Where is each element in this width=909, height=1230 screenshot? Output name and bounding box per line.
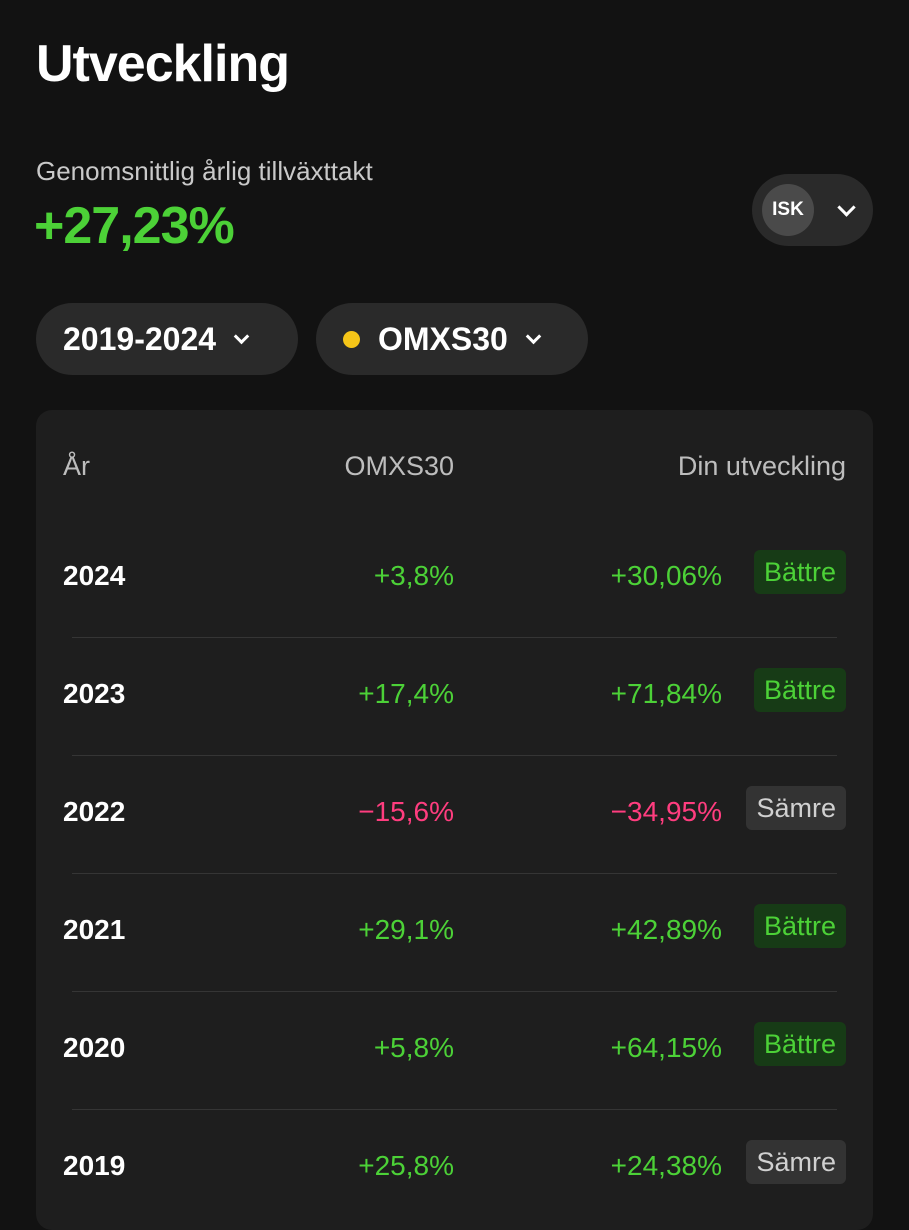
period-label: 2019-2024	[63, 321, 217, 357]
table-header: År OMXS30 Din utveckling	[36, 410, 873, 520]
cagr-value: +27,23%	[34, 197, 235, 255]
index-label: OMXS30	[378, 321, 508, 357]
row-year: 2022	[63, 796, 126, 827]
row-divider	[72, 637, 837, 638]
chevron-down-icon	[525, 328, 542, 344]
table-row[interactable]: 2022 −15,6% −34,95% Sämre	[36, 756, 873, 874]
row-index-return: +29,1%	[358, 914, 454, 945]
table-row[interactable]: 2024 +3,8% +30,06% Bättre	[36, 520, 873, 638]
comparison-badge: Sämre	[746, 786, 846, 830]
table-row[interactable]: 2023 +17,4% +71,84% Bättre	[36, 638, 873, 756]
row-index-return: +3,8%	[373, 560, 454, 591]
row-index-return: +17,4%	[358, 678, 454, 709]
row-index-return: +5,8%	[373, 1032, 454, 1063]
row-divider	[72, 873, 837, 874]
comparison-badge: Sämre	[746, 1140, 846, 1184]
comparison-badge: Bättre	[753, 1022, 846, 1066]
comparison-badge: Bättre	[753, 668, 846, 712]
comparison-badge: Bättre	[753, 550, 846, 594]
row-your-return: +42,89%	[610, 914, 722, 945]
table-row[interactable]: 2019 +25,8% +24,38% Sämre	[36, 1110, 873, 1228]
yearly-comparison-table: År OMXS30 Din utveckling 2024 +3,8% +30,…	[36, 410, 873, 1230]
row-year: 2020	[63, 1032, 126, 1063]
period-selector[interactable]: 2019-2024	[36, 303, 298, 375]
row-divider	[72, 755, 837, 756]
index-selector[interactable]: OMXS30	[316, 303, 588, 375]
row-year: 2019	[63, 1150, 126, 1181]
header-index: OMXS30	[344, 451, 454, 481]
row-your-return: +30,06%	[610, 560, 722, 591]
row-index-return: −15,6%	[358, 796, 454, 827]
account-type-badge: ISK	[762, 184, 814, 236]
table-row[interactable]: 2020 +5,8% +64,15% Bättre	[36, 992, 873, 1110]
chevron-down-icon	[233, 328, 250, 344]
comparison-badge: Bättre	[753, 904, 846, 948]
header-year: År	[63, 451, 90, 481]
row-year: 2024	[63, 560, 126, 591]
row-divider	[72, 991, 837, 992]
row-divider	[72, 1109, 837, 1110]
header-your-performance: Din utveckling	[677, 451, 846, 481]
row-year: 2023	[63, 678, 126, 709]
chevron-down-icon	[837, 197, 856, 217]
page-title: Utveckling	[36, 35, 290, 93]
cagr-label: Genomsnittlig årlig tillväxttakt	[36, 156, 373, 186]
table-row[interactable]: 2021 +29,1% +42,89% Bättre	[36, 874, 873, 992]
row-your-return: +24,38%	[610, 1150, 722, 1181]
account-selector[interactable]: ISK	[752, 174, 873, 246]
row-your-return: −34,95%	[610, 796, 722, 827]
row-year: 2021	[63, 914, 126, 945]
index-color-dot	[343, 330, 360, 348]
row-your-return: +71,84%	[610, 678, 722, 709]
row-your-return: +64,15%	[610, 1032, 722, 1063]
row-index-return: +25,8%	[358, 1150, 454, 1181]
